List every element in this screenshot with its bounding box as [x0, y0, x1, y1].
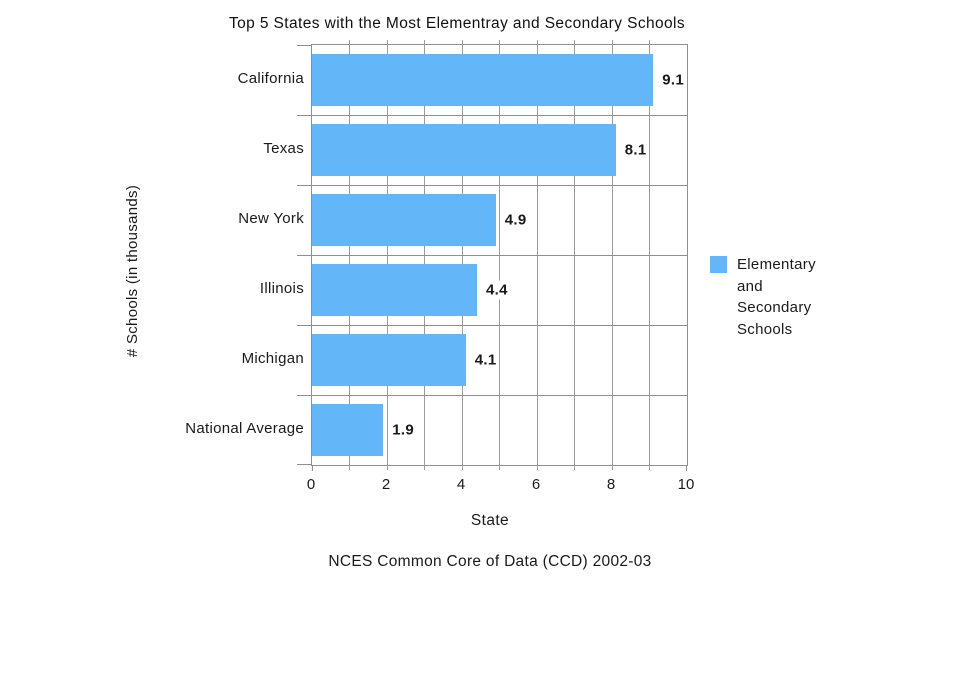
x-tick-label: 8	[606, 476, 616, 493]
bar-row: 8.1	[312, 115, 687, 185]
bar-row: 4.9	[312, 185, 687, 255]
value-label: 9.1	[660, 70, 687, 90]
bar-row: 4.4	[312, 255, 687, 325]
value-label: 8.1	[622, 140, 649, 160]
axis-tick	[686, 465, 687, 471]
row-separator	[297, 184, 687, 186]
value-label: 4.4	[484, 280, 510, 300]
row-separator	[297, 254, 687, 256]
value-label: 4.1	[472, 350, 499, 370]
x-tick-label: 0	[306, 476, 316, 493]
bar	[312, 124, 616, 176]
bar-row: 9.1	[312, 45, 687, 115]
category-label: Texas	[263, 140, 304, 157]
row-separator	[297, 114, 687, 116]
category-label: New York	[238, 210, 304, 227]
plot-area: 9.1 8.1 4.9 4.4 4.1 1.9	[297, 40, 688, 471]
x-tick-label: 4	[456, 476, 466, 493]
x-tick-label: 2	[381, 476, 391, 493]
x-tick-label: 6	[531, 476, 541, 493]
axis-tick	[312, 465, 313, 471]
bar	[312, 194, 496, 246]
legend: Elementary and Secondary Schools	[710, 254, 832, 340]
x-tick-label: 10	[677, 476, 695, 493]
bar	[312, 264, 477, 316]
category-label: California	[237, 70, 304, 87]
category-axis: California Texas New York Illinois Michigan N…	[90, 44, 304, 464]
category-tick	[297, 464, 312, 465]
chart-title: Top 5 States with the Most Elementray an…	[228, 15, 686, 32]
category-label: National Average	[185, 420, 304, 437]
category-label: Michigan	[241, 350, 304, 367]
bar-row: 1.9	[312, 395, 687, 465]
row-separator	[297, 324, 687, 326]
category-label: Illinois	[259, 280, 304, 297]
legend-label: Elementary and Secondary Schools	[737, 256, 816, 338]
source-caption: NCES Common Core of Data (CCD) 2002-03	[328, 553, 652, 570]
bar-row: 4.1	[312, 325, 687, 395]
bar	[312, 334, 466, 386]
value-label: 4.9	[502, 210, 529, 230]
x-axis-label: State	[470, 512, 510, 529]
bar	[312, 404, 384, 456]
bar	[312, 54, 654, 106]
row-separator	[297, 394, 687, 396]
category-tick	[297, 45, 312, 46]
value-label: 1.9	[390, 420, 417, 440]
legend-swatch	[710, 256, 727, 273]
